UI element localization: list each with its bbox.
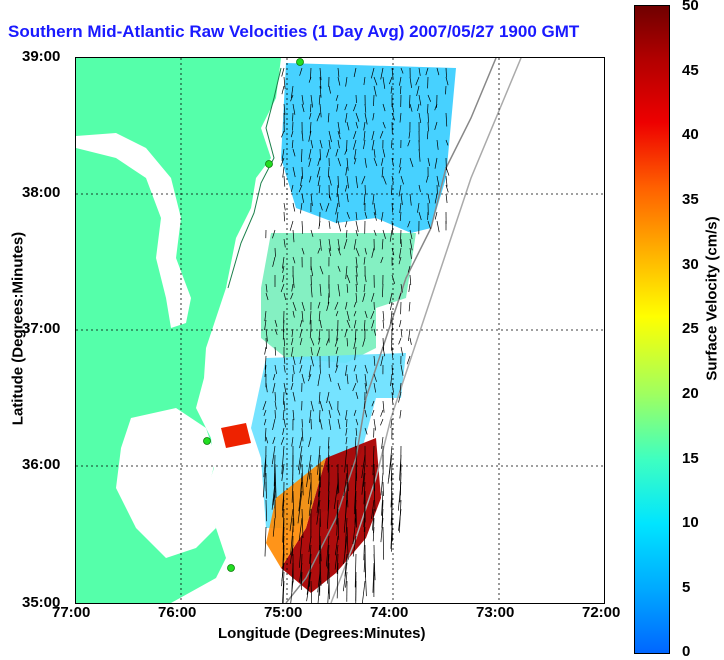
velocity-arrow (283, 167, 284, 178)
colorbar-tick: 40 (682, 126, 699, 143)
y-tick: 39:00 (22, 48, 60, 65)
velocity-arrow (320, 365, 321, 374)
velocity-arrow (446, 68, 447, 77)
colorbar-tick: 45 (682, 62, 699, 79)
colorbar-tick: 30 (682, 256, 699, 273)
velocity-arrow (365, 185, 366, 195)
velocity-arrow (410, 275, 411, 285)
velocity-arrow (361, 581, 365, 603)
velocity-arrow (383, 527, 384, 560)
velocity-hotspot (221, 423, 251, 448)
velocity-arrow (408, 329, 410, 341)
y-tick: 36:00 (22, 456, 60, 473)
colorbar-tick: 35 (682, 191, 699, 208)
velocity-arrow (392, 347, 393, 358)
y-tick: 37:00 (22, 320, 60, 337)
station-marker (204, 438, 211, 445)
velocity-arrow (446, 194, 447, 203)
velocity-arrow (399, 338, 401, 344)
colorbar-tick: 20 (682, 385, 699, 402)
velocity-arrow (356, 95, 357, 103)
velocity-arrow (275, 248, 276, 257)
x-tick: 76:00 (158, 604, 196, 621)
velocity-arrow (345, 221, 347, 227)
velocity-arrow (381, 410, 384, 417)
y-axis-label: Latitude (Degrees:Minutes) (10, 229, 27, 429)
velocity-arrow (392, 185, 393, 195)
velocity-arrow (282, 68, 284, 77)
map-canvas (76, 58, 604, 603)
velocity-arrow (392, 140, 393, 148)
velocity-arrow (290, 221, 293, 231)
velocity-arrow (409, 284, 410, 292)
station-marker (297, 59, 304, 66)
velocity-arrow (284, 77, 285, 89)
velocity-arrow (302, 419, 303, 428)
velocity-arrow (347, 419, 348, 427)
map-title: Southern Mid-Atlantic Raw Velocities (1 … (8, 22, 579, 42)
colorbar-tick: 15 (682, 450, 699, 467)
velocity-arrow (410, 338, 411, 345)
velocity-arrow (428, 104, 429, 113)
velocity-arrow (275, 410, 276, 419)
velocity-arrow (282, 86, 284, 94)
x-tick: 73:00 (476, 604, 514, 621)
x-axis-label: Longitude (Degrees:Minutes) (218, 625, 426, 642)
velocity-arrow (446, 86, 447, 94)
velocity-arrow (284, 212, 285, 221)
colorbar-tick: 5 (682, 579, 690, 596)
velocity-arrow (266, 482, 267, 499)
velocity-arrow (293, 122, 294, 131)
x-tick: 72:00 (582, 604, 620, 621)
velocity-arrow (265, 527, 266, 557)
y-tick: 35:00 (22, 594, 60, 611)
station-marker (266, 161, 273, 168)
velocity-arrow (399, 320, 401, 327)
velocity-arrow (428, 122, 429, 131)
x-tick: 74:00 (370, 604, 408, 621)
velocity-arrow (428, 113, 429, 123)
x-tick: 75:00 (264, 604, 302, 621)
colorbar-label: Surface Velocity (cm/s) (704, 199, 721, 399)
colorbar-tick: 0 (682, 643, 690, 660)
velocity-arrow (437, 221, 439, 232)
velocity-arrow (383, 401, 384, 413)
velocity-arrow (380, 419, 383, 425)
velocity-arrow (329, 221, 330, 229)
velocity-arrow (409, 302, 410, 311)
colorbar-tick: 10 (682, 514, 699, 531)
velocity-arrow (290, 581, 293, 603)
velocity-arrow (284, 203, 285, 210)
colorbar (634, 5, 670, 654)
velocity-arrow (400, 410, 401, 418)
y-tick: 38:00 (22, 184, 60, 201)
velocity-arrow (392, 365, 393, 375)
velocity-arrow (293, 203, 295, 212)
colorbar-tick: 50 (682, 0, 699, 14)
velocity-arrow (265, 347, 266, 355)
velocity-arrow (383, 311, 384, 320)
velocity-arrow (284, 176, 285, 187)
velocity-arrow (374, 95, 375, 106)
station-marker (228, 565, 235, 572)
velocity-arrow (302, 221, 303, 234)
velocity-field-north (281, 63, 456, 233)
velocity-arrow (383, 320, 384, 329)
colorbar-tick: 25 (682, 320, 699, 337)
velocity-arrow (390, 302, 392, 310)
velocity-arrow (293, 113, 294, 122)
map-plot-area (75, 57, 605, 604)
